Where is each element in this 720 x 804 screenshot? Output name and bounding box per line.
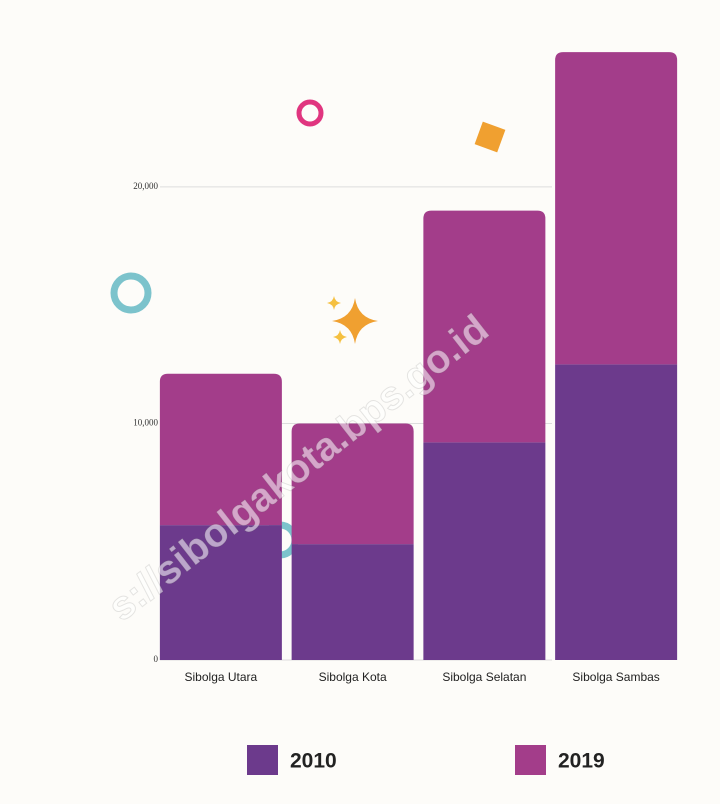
deco-star — [332, 298, 378, 344]
x-tick-label: Sibolga Kota — [319, 670, 387, 684]
bar-segment — [423, 442, 546, 660]
bar-segment — [555, 364, 678, 660]
x-tick-label: Sibolga Selatan — [442, 670, 526, 684]
bar-segment — [159, 525, 282, 660]
x-tick-label: Sibolga Utara — [185, 670, 258, 684]
deco-star — [327, 296, 341, 310]
bar-segment — [423, 210, 546, 443]
bar-segment — [159, 373, 282, 526]
x-tick-label: Sibolga Sambas — [572, 670, 659, 684]
deco-star — [333, 330, 347, 344]
legend-swatch — [247, 745, 278, 775]
deco-square — [474, 121, 506, 153]
bars — [159, 52, 678, 660]
legend-label: 2010 — [290, 750, 337, 773]
y-tick-label: 10,000 — [133, 418, 158, 428]
bar-segment — [291, 544, 414, 660]
legend-swatch — [515, 745, 546, 775]
deco-ring — [296, 99, 324, 127]
legend-label: 2019 — [558, 750, 605, 773]
y-tick-label: 0 — [154, 654, 159, 664]
y-tick-label: 20,000 — [133, 181, 158, 191]
bar-segment — [555, 52, 678, 365]
deco-ring — [110, 272, 152, 314]
bar-segment — [291, 423, 414, 545]
